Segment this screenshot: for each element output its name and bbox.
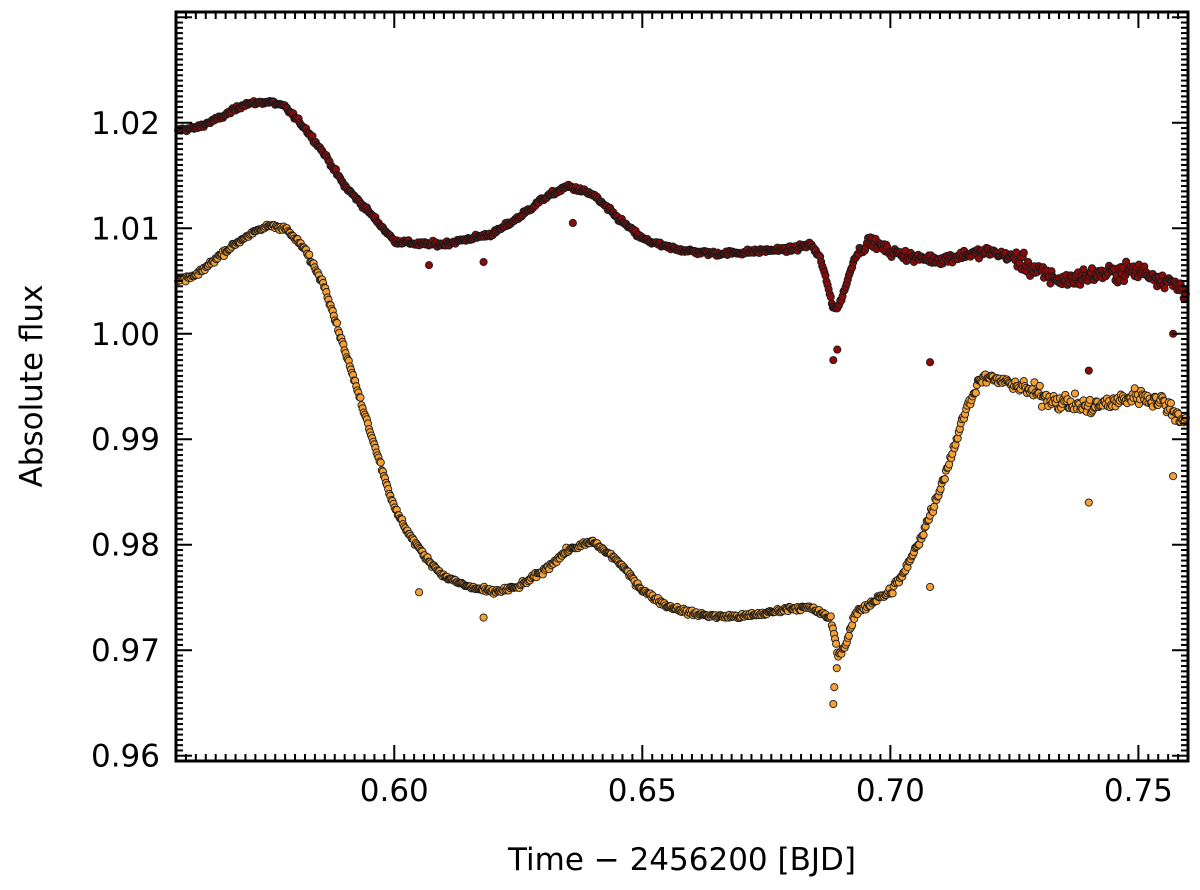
y-tick-label: 1.02 [91,106,160,142]
x-tick-label: 0.70 [856,773,925,809]
data-point-lower [844,631,853,640]
data-point-lower [940,475,949,484]
data-point-lower [826,612,835,621]
outlier-point-lower [829,699,838,709]
data-point-lower [305,250,314,259]
x-tick-label: 0.75 [1104,773,1173,809]
y-tick-label: 0.99 [91,422,160,458]
data-point-lower [332,318,342,328]
data-point-lower [832,639,841,648]
outlier-point-upper [829,356,838,365]
outlier-point-upper [1084,366,1093,375]
y-tick-label: 0.96 [91,739,160,775]
data-point-lower [919,530,928,540]
outlier-point-lower [415,588,424,597]
y-tick-label: 1.01 [91,211,160,247]
data-point-lower [971,388,980,397]
data-point-lower [356,393,365,402]
outlier-point-upper [424,261,434,270]
outlier-point-upper [925,358,935,367]
outlier-point-upper [479,257,488,267]
y-tick-label: 0.98 [91,528,160,564]
outlier-point-lower [832,664,841,673]
y-tick-label: 1.00 [91,317,160,353]
outlier-point-lower [1084,498,1093,507]
x-tick-label: 0.60 [360,773,429,809]
outlier-point-lower [1169,472,1178,481]
data-point-upper [1122,257,1131,266]
axis-ticks [175,11,1189,761]
data-point-upper [1019,248,1028,257]
x-tick-label: 0.65 [608,773,677,809]
outlier-point-lower [479,613,488,622]
outlier-point-upper [833,345,842,354]
data-point-lower [1166,399,1175,408]
y-tick-labels: 0.96 0.97 0.98 0.99 1.00 1.01 1.02 [91,106,160,775]
data-point-lower [1070,389,1080,398]
outlier-point-upper [568,218,577,228]
outlier-point-lower [830,683,839,692]
x-axis-title: Time − 2456200 [BJD] [507,842,856,878]
x-tick-labels: 0.60 0.65 0.70 0.75 [360,773,1173,809]
data-point-lower [376,458,385,467]
data-point-lower [888,589,897,598]
outlier-point-lower [925,582,935,591]
data-points [174,96,1190,709]
data-point-upper [826,292,835,302]
data-point-lower [1035,381,1044,390]
data-point-lower [930,502,939,511]
y-tick-label: 0.97 [91,633,160,669]
y-axis-title: Absolute flux [14,285,50,488]
